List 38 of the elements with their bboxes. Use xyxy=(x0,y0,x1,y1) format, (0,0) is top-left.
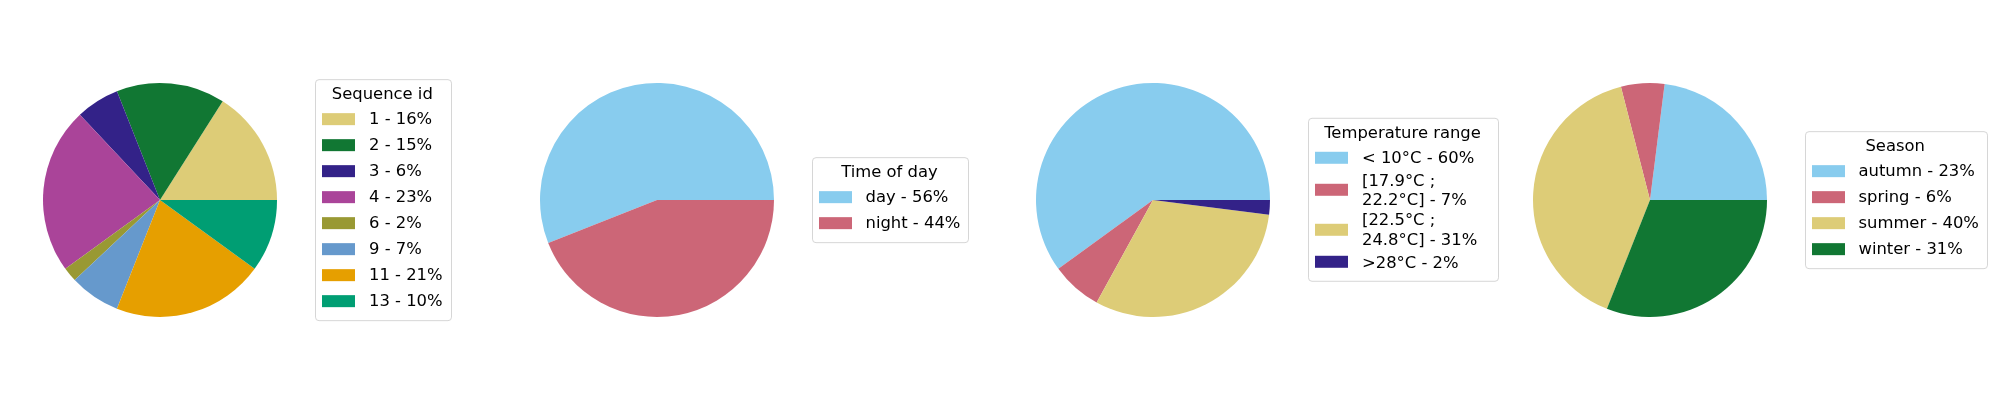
legend-label: spring - 6% xyxy=(1858,187,1952,207)
legend-title: Season xyxy=(1864,136,1926,156)
pie-slice xyxy=(1620,83,1665,200)
legend-label: 11 - 21% xyxy=(369,265,443,285)
legend-label: 6 - 2% xyxy=(369,213,422,233)
pie-slice xyxy=(79,91,160,200)
legend-label: autumn - 23% xyxy=(1858,161,1975,181)
pie-slice xyxy=(116,200,255,317)
legend-label: 1 - 16% xyxy=(369,109,433,129)
legend-label: 9 - 7% xyxy=(369,239,422,259)
pie-slice xyxy=(547,200,774,317)
pie-slice xyxy=(160,101,277,200)
pie-slice xyxy=(1058,200,1153,303)
legend-title: Sequence id xyxy=(330,84,434,104)
legend-label: >28°C - 2% xyxy=(1362,252,1459,273)
pie-slice xyxy=(43,114,160,269)
legend-label: night - 44% xyxy=(865,213,961,233)
legend-title: Time of day xyxy=(840,162,939,182)
legend-label: 4 - 23% xyxy=(369,187,433,207)
legend-label: day - 56% xyxy=(865,187,949,207)
pie-slice xyxy=(1606,200,1767,317)
legend-title: Temperature range xyxy=(1323,122,1482,143)
pie-slice xyxy=(116,83,223,200)
pie-slice xyxy=(1649,83,1767,200)
pie-slice xyxy=(539,83,774,244)
pie-slice xyxy=(1036,83,1270,269)
legend-label: 2 - 15% xyxy=(369,135,433,155)
legend-label: summer - 40% xyxy=(1858,213,1979,233)
legend-label: winter - 31% xyxy=(1858,239,1963,259)
pie-slice xyxy=(1096,200,1270,317)
legend-label: 13 - 10% xyxy=(369,291,443,311)
pie-slice xyxy=(1532,86,1650,309)
legend-label: [17.9°C ; 22.2°C] - 7% xyxy=(1362,170,1468,210)
legend-label: < 10°C - 60% xyxy=(1362,147,1475,168)
pie-slice xyxy=(160,200,277,269)
pie-slice xyxy=(74,200,160,309)
legend-label: 3 - 6% xyxy=(369,161,422,181)
legend-label: [22.5°C ; 24.8°C] - 31% xyxy=(1362,209,1479,250)
